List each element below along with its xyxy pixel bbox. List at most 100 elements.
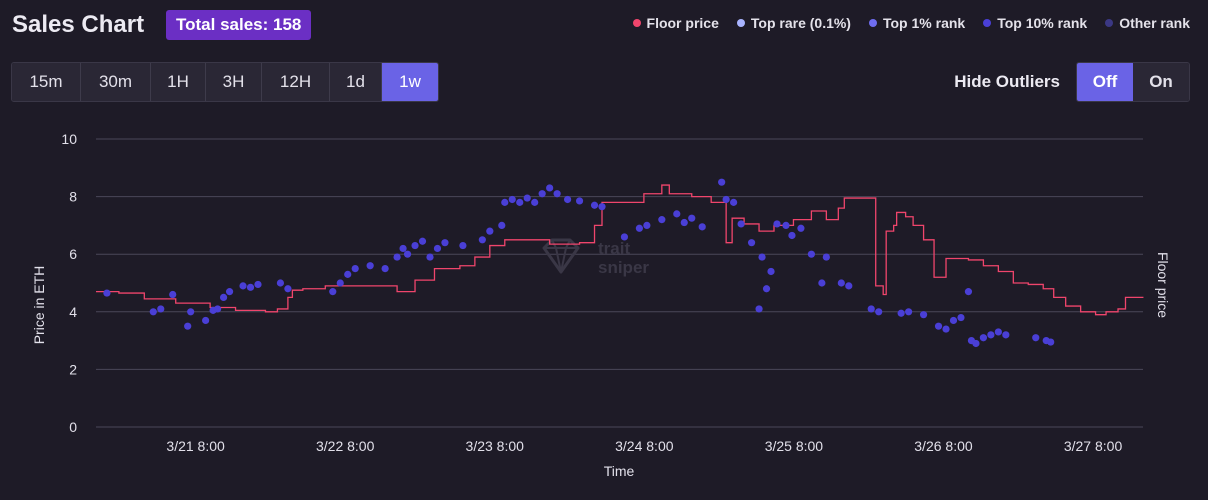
sale-point[interactable] [747,239,756,247]
legend-item[interactable]: Top 10% rank [983,15,1087,31]
timeframe-3h-button[interactable]: 3H [206,63,262,101]
sale-point[interactable] [755,305,763,313]
sale-point[interactable] [867,305,875,313]
sale-point[interactable] [553,190,561,198]
sale-point[interactable] [441,239,449,247]
legend-item[interactable]: Top rare (0.1%) [736,15,851,31]
sale-point[interactable] [501,198,509,206]
sale-point[interactable] [934,322,943,330]
sale-point[interactable] [351,265,359,273]
sale-point[interactable] [788,231,796,240]
sale-point[interactable] [837,279,845,287]
timeframe-12h-button[interactable]: 12H [262,63,330,101]
sale-point[interactable] [538,190,546,198]
sale-point[interactable] [919,311,928,319]
sale-point[interactable] [284,285,292,293]
sale-point[interactable] [964,288,973,296]
timeframe-30m-button[interactable]: 30m [81,63,151,101]
sale-point[interactable] [184,322,192,330]
sale-point[interactable] [875,308,883,316]
sale-point[interactable] [214,305,222,313]
sale-point[interactable] [219,293,228,301]
sale-point[interactable] [202,316,210,325]
sale-point[interactable] [698,223,706,231]
sale-point[interactable] [516,198,524,206]
sale-point[interactable] [688,214,696,222]
legend-item[interactable]: Other rank [1105,15,1190,31]
sale-point[interactable] [758,253,766,261]
sale-point[interactable] [187,308,195,316]
sale-point[interactable] [508,195,516,204]
sale-point[interactable] [718,178,726,186]
sale-point[interactable] [399,244,407,253]
sale-point[interactable] [797,224,805,232]
sale-point[interactable] [949,316,958,325]
sale-point[interactable] [478,236,486,244]
timeframe-1w-button[interactable]: 1w [382,63,438,101]
legend-item[interactable]: Floor price [632,15,719,31]
sale-point[interactable] [1047,338,1055,346]
sale-point[interactable] [531,198,539,206]
sale-point[interactable] [225,288,234,296]
sale-point[interactable] [433,244,442,253]
sale-point[interactable] [149,308,157,316]
sale-point[interactable] [673,210,681,218]
sale-point[interactable] [393,253,401,261]
sale-point[interactable] [169,290,177,299]
sale-point[interactable] [411,241,419,250]
timeframe-1h-button[interactable]: 1H [151,63,206,101]
sale-point[interactable] [546,184,554,192]
sale-point[interactable] [523,194,531,202]
sale-point[interactable] [498,221,506,229]
sale-point[interactable] [994,328,1002,336]
sale-point[interactable] [897,309,905,317]
sale-point[interactable] [807,250,816,258]
sale-point[interactable] [590,201,599,209]
sale-point[interactable] [418,237,427,245]
sale-point[interactable] [773,220,781,228]
sale-point[interactable] [381,265,389,273]
timeframe-15m-button[interactable]: 15m [12,63,81,101]
sale-point[interactable] [845,282,853,290]
sale-point[interactable] [246,283,255,291]
sale-point[interactable] [598,203,606,211]
sale-point[interactable] [782,221,790,229]
sale-point[interactable] [459,241,467,250]
sale-point[interactable] [942,325,950,333]
sale-point[interactable] [276,279,285,287]
sale-point[interactable] [103,289,111,297]
sale-point[interactable] [329,288,337,296]
outliers-off-button[interactable]: Off [1077,63,1133,101]
outliers-on-button[interactable]: On [1133,63,1189,101]
sale-point[interactable] [486,227,494,235]
sale-point[interactable] [680,218,688,227]
sale-point[interactable] [737,220,745,228]
sale-point[interactable] [1002,331,1010,339]
sale-point[interactable] [575,197,584,205]
sale-point[interactable] [563,195,572,204]
sale-point[interactable] [658,216,666,224]
sale-point[interactable] [905,308,913,316]
sale-point[interactable] [822,253,830,261]
timeframe-1d-button[interactable]: 1d [330,63,382,101]
sale-point[interactable] [722,195,730,204]
legend-item[interactable]: Top 1% rank [868,15,965,31]
sale-point[interactable] [767,267,775,276]
sale-point[interactable] [254,280,262,289]
sale-point[interactable] [818,279,826,287]
sale-point[interactable] [157,305,165,313]
sale-point[interactable] [643,221,651,229]
sale-point[interactable] [987,331,995,339]
sale-point[interactable] [336,279,344,287]
sale-point[interactable] [730,198,738,206]
sale-point[interactable] [957,313,965,322]
sale-point[interactable] [239,282,247,290]
sale-point[interactable] [344,270,352,278]
sale-point[interactable] [979,334,988,342]
sale-point[interactable] [366,262,374,270]
sale-point[interactable] [620,233,629,241]
sale-point[interactable] [403,250,412,258]
sale-point[interactable] [426,253,434,261]
sale-point[interactable] [1032,334,1040,342]
sale-point[interactable] [635,224,643,232]
